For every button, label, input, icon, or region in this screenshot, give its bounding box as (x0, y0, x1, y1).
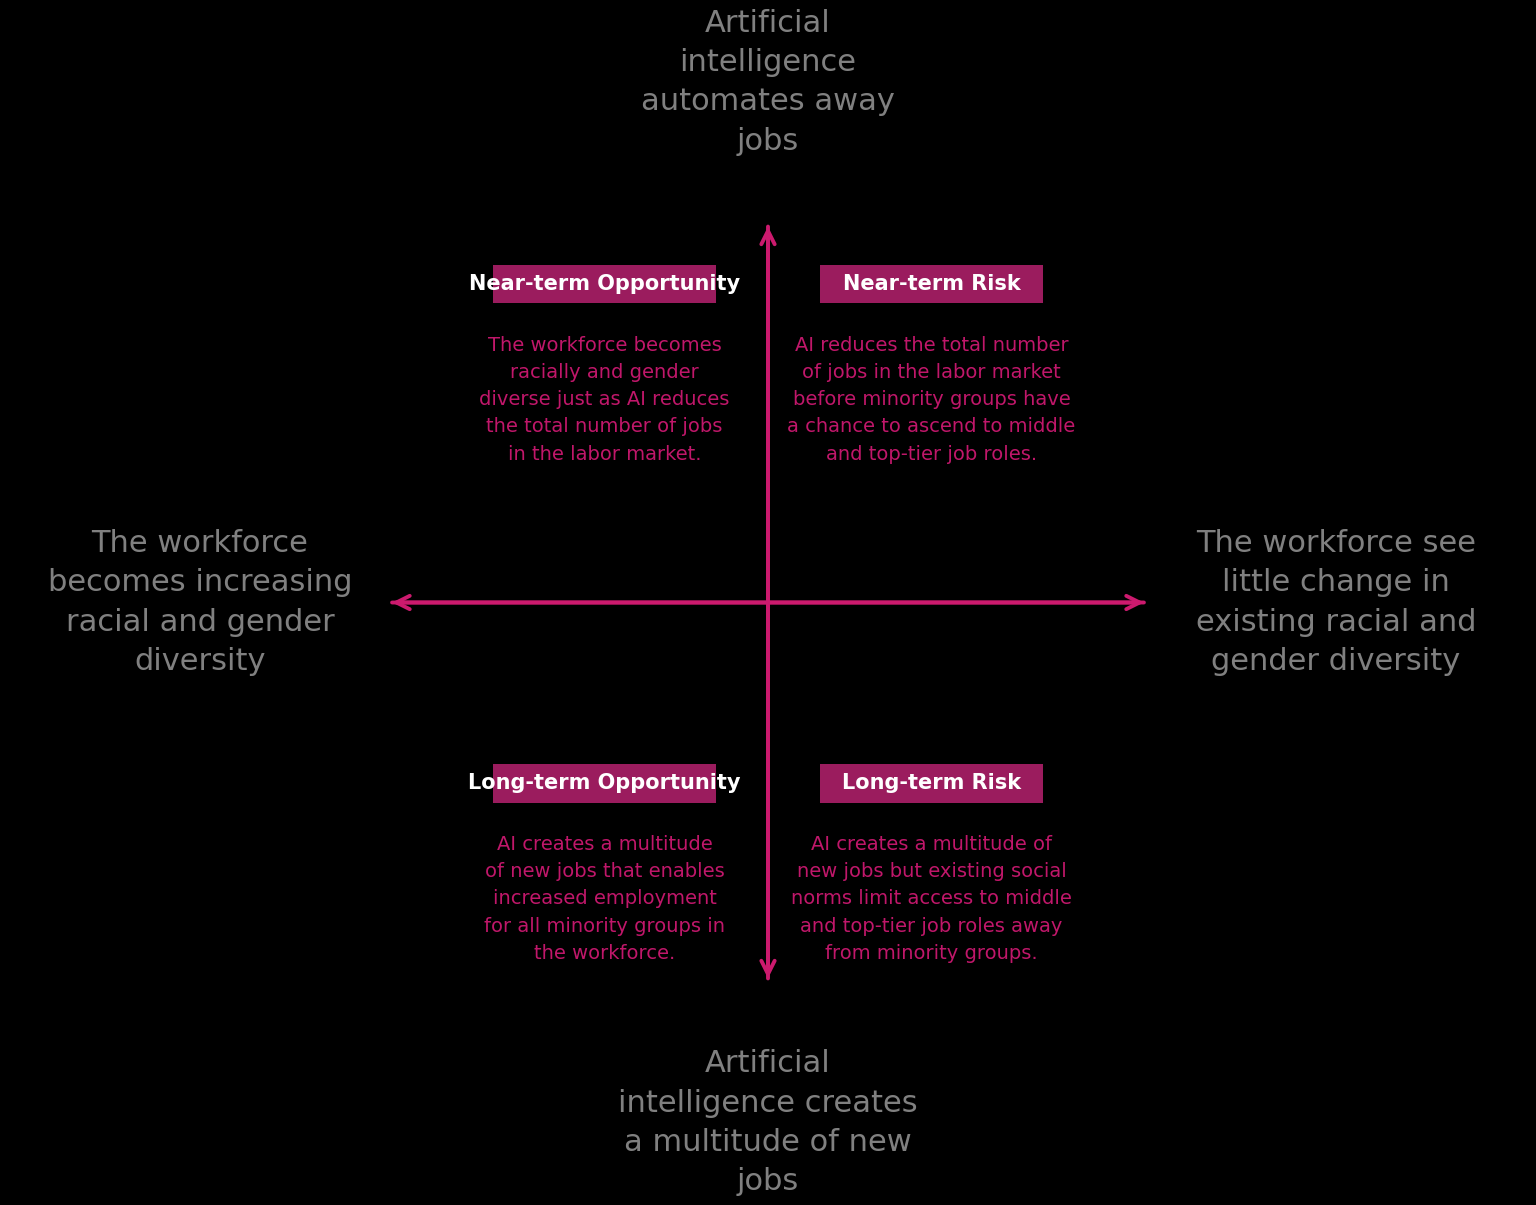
Text: Near-term Opportunity: Near-term Opportunity (468, 274, 740, 294)
Text: The workforce becomes
racially and gender
diverse just as AI reduces
the total n: The workforce becomes racially and gende… (479, 336, 730, 464)
Text: Long-term Risk: Long-term Risk (842, 774, 1021, 793)
FancyBboxPatch shape (820, 764, 1043, 803)
Text: Artificial
intelligence
automates away
jobs: Artificial intelligence automates away j… (641, 8, 895, 155)
FancyBboxPatch shape (493, 265, 716, 304)
Text: Near-term Risk: Near-term Risk (843, 274, 1020, 294)
FancyBboxPatch shape (493, 764, 716, 803)
Text: AI creates a multitude
of new jobs that enables
increased employment
for all min: AI creates a multitude of new jobs that … (484, 835, 725, 963)
Text: Long-term Opportunity: Long-term Opportunity (468, 774, 740, 793)
Text: AI reduces the total number
of jobs in the labor market
before minority groups h: AI reduces the total number of jobs in t… (788, 336, 1075, 464)
Text: The workforce
becomes increasing
racial and gender
diversity: The workforce becomes increasing racial … (48, 529, 352, 676)
Text: AI creates a multitude of
new jobs but existing social
norms limit access to mid: AI creates a multitude of new jobs but e… (791, 835, 1072, 963)
Text: Artificial
intelligence creates
a multitude of new
jobs: Artificial intelligence creates a multit… (617, 1050, 919, 1197)
FancyBboxPatch shape (820, 265, 1043, 304)
Text: The workforce see
little change in
existing racial and
gender diversity: The workforce see little change in exist… (1197, 529, 1476, 676)
